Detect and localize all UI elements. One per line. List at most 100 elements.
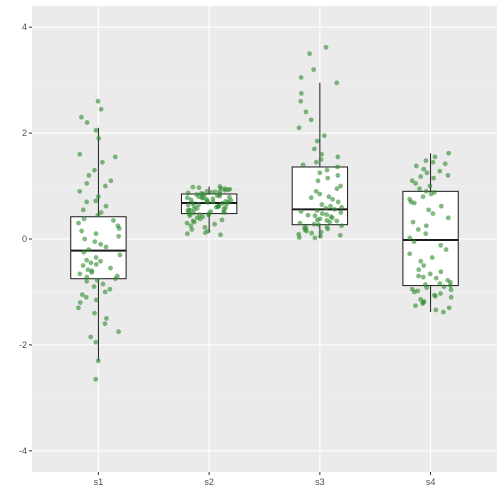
data-point bbox=[116, 233, 122, 239]
data-point bbox=[334, 80, 340, 86]
data-point bbox=[86, 247, 92, 252]
data-point bbox=[338, 183, 343, 189]
data-point bbox=[314, 217, 320, 223]
data-point bbox=[318, 233, 323, 239]
data-point bbox=[79, 228, 85, 234]
data-point bbox=[219, 217, 225, 223]
y-tick-label: -2 bbox=[19, 340, 27, 350]
data-point bbox=[80, 263, 86, 268]
data-point bbox=[217, 191, 223, 197]
data-point bbox=[334, 218, 340, 224]
data-point bbox=[298, 209, 304, 214]
data-point bbox=[312, 235, 318, 241]
data-point bbox=[315, 222, 321, 228]
data-point bbox=[448, 287, 454, 293]
data-point bbox=[325, 226, 331, 232]
data-point bbox=[415, 227, 421, 232]
data-point bbox=[448, 294, 454, 300]
data-point bbox=[438, 291, 443, 296]
data-point bbox=[85, 267, 91, 273]
data-point bbox=[319, 202, 325, 207]
data-point bbox=[184, 195, 190, 201]
data-point bbox=[95, 98, 101, 104]
data-point bbox=[420, 274, 426, 280]
data-point bbox=[308, 195, 314, 201]
data-point bbox=[95, 194, 101, 200]
data-point bbox=[210, 199, 216, 205]
data-point bbox=[411, 239, 417, 245]
data-point bbox=[423, 188, 429, 194]
data-point bbox=[199, 195, 205, 201]
data-point bbox=[413, 180, 419, 186]
x-tick-label: s1 bbox=[94, 477, 104, 487]
data-point bbox=[321, 133, 327, 139]
data-point bbox=[441, 284, 447, 290]
data-point bbox=[111, 218, 116, 223]
data-point bbox=[326, 194, 332, 200]
data-point bbox=[89, 269, 95, 275]
data-point bbox=[96, 135, 102, 141]
data-point bbox=[337, 232, 343, 238]
data-point bbox=[103, 203, 109, 209]
data-point bbox=[442, 161, 448, 167]
data-point bbox=[423, 223, 429, 229]
data-point bbox=[221, 210, 227, 215]
data-point bbox=[191, 203, 197, 209]
data-point bbox=[93, 262, 99, 267]
data-point bbox=[420, 194, 426, 200]
data-point bbox=[324, 212, 330, 218]
y-axis: -4 -2 0 2 4 bbox=[19, 22, 32, 456]
data-point bbox=[313, 188, 319, 194]
data-point bbox=[409, 178, 415, 184]
data-point bbox=[77, 271, 83, 277]
data-point bbox=[93, 339, 99, 345]
data-point bbox=[202, 224, 208, 230]
data-point bbox=[426, 207, 432, 213]
data-point bbox=[311, 67, 317, 72]
data-point bbox=[102, 289, 108, 295]
data-point bbox=[206, 212, 212, 218]
data-point bbox=[339, 223, 344, 229]
data-point bbox=[81, 249, 87, 255]
data-point bbox=[305, 212, 311, 218]
data-point bbox=[112, 154, 118, 160]
data-point bbox=[423, 158, 429, 164]
data-point bbox=[433, 307, 439, 313]
data-point bbox=[113, 276, 118, 282]
data-point bbox=[98, 258, 103, 264]
data-point bbox=[314, 138, 320, 144]
data-point bbox=[204, 188, 210, 194]
data-point bbox=[308, 117, 314, 123]
data-point bbox=[84, 180, 90, 186]
data-point bbox=[218, 232, 223, 238]
data-point bbox=[88, 260, 94, 266]
data-point bbox=[298, 90, 304, 96]
data-point bbox=[335, 173, 341, 178]
data-point bbox=[298, 98, 304, 104]
data-point bbox=[78, 114, 84, 120]
data-point bbox=[441, 309, 446, 315]
data-point bbox=[307, 51, 312, 57]
data-point bbox=[108, 178, 114, 184]
data-point bbox=[421, 263, 427, 268]
data-point bbox=[95, 212, 101, 218]
x-tick-label: s3 bbox=[315, 477, 325, 487]
data-point bbox=[116, 329, 121, 335]
data-point bbox=[431, 175, 437, 181]
data-point bbox=[93, 376, 99, 382]
data-point bbox=[328, 203, 333, 209]
y-tick-label: -4 bbox=[19, 446, 27, 456]
data-point bbox=[93, 128, 99, 133]
data-point bbox=[437, 168, 443, 174]
x-tick-label: s4 bbox=[426, 477, 436, 487]
data-point bbox=[427, 271, 433, 277]
data-point bbox=[430, 211, 436, 216]
data-point bbox=[324, 167, 330, 173]
data-point bbox=[438, 242, 444, 248]
data-point bbox=[309, 230, 315, 236]
data-point bbox=[319, 211, 325, 216]
data-point bbox=[424, 285, 430, 291]
data-point bbox=[216, 203, 222, 209]
data-point bbox=[100, 281, 106, 287]
